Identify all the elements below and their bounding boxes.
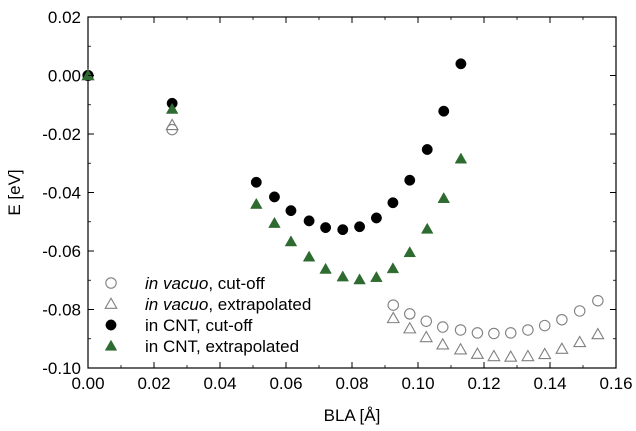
data-point-open-circle bbox=[471, 327, 484, 339]
series-open-circle bbox=[82, 69, 604, 340]
x-tick-label: 0.08 bbox=[335, 374, 368, 393]
legend-marker bbox=[104, 339, 118, 351]
data-point-filled-circle bbox=[250, 176, 262, 188]
x-axis-label: BLA [Å] bbox=[324, 406, 381, 425]
data-point-open-circle bbox=[436, 321, 449, 333]
legend-item: in CNT, extrapolated bbox=[104, 337, 299, 356]
data-point-open-triangle bbox=[436, 337, 450, 350]
x-tick-label: 0.12 bbox=[467, 374, 500, 393]
data-point-filled-triangle bbox=[353, 273, 366, 285]
data-point-filled-circle bbox=[320, 222, 332, 234]
data-point-filled-triangle bbox=[284, 235, 298, 247]
data-point-open-triangle bbox=[470, 347, 485, 359]
y-tick-label: -0.04 bbox=[42, 184, 81, 203]
y-tick-label: -0.02 bbox=[42, 125, 81, 144]
legend-label-italic: in vacuo bbox=[145, 295, 208, 314]
axes: 0.00 0.02 0.04 0.06 0.08 0.10 0.12 0.14 0.16 0.02… bbox=[42, 8, 632, 393]
data-point-filled-triangle bbox=[386, 262, 400, 274]
x-tick-label: 0.06 bbox=[269, 374, 302, 393]
legend-item: in vacuo, cut-off bbox=[105, 274, 265, 293]
data-point-open-circle bbox=[403, 308, 416, 320]
data-point-filled-triangle bbox=[268, 216, 281, 228]
data-point-filled-circle bbox=[387, 197, 399, 209]
data-point-filled-triangle bbox=[302, 250, 316, 262]
data-point-filled-circle bbox=[354, 221, 366, 233]
data-point-open-triangle bbox=[453, 342, 468, 355]
data-point-filled-circle bbox=[421, 144, 433, 155]
legend-label-rest: , cut-off bbox=[208, 274, 265, 293]
legend-label: in vacuo, extrapolated bbox=[145, 295, 311, 314]
legend-marker bbox=[104, 297, 118, 309]
x-tick-label: 0.16 bbox=[599, 374, 632, 393]
series-filled-triangle bbox=[81, 69, 468, 285]
data-point-open-triangle bbox=[572, 335, 587, 348]
data-point-filled-triangle bbox=[403, 246, 416, 258]
data-point-open-circle bbox=[522, 324, 534, 336]
data-point-filled-circle bbox=[370, 212, 382, 224]
series-filled-circle bbox=[82, 58, 467, 236]
data-point-filled-circle bbox=[455, 58, 467, 70]
data-point-filled-triangle bbox=[336, 270, 349, 282]
data-point-open-triangle bbox=[165, 118, 179, 131]
data-point-filled-triangle bbox=[370, 271, 383, 282]
data-point-open-circle bbox=[556, 313, 568, 326]
data-point-filled-triangle bbox=[81, 69, 95, 81]
data-point-open-triangle bbox=[555, 342, 569, 354]
data-point-open-circle bbox=[592, 294, 604, 307]
data-point-open-circle bbox=[454, 324, 467, 336]
legend-item: in CNT, cut-off bbox=[105, 316, 253, 335]
x-tick-label: 0.10 bbox=[401, 374, 434, 393]
data-point-open-circle bbox=[573, 305, 586, 317]
data-point-filled-triangle bbox=[250, 197, 263, 209]
data-point-open-triangle bbox=[487, 349, 501, 362]
data-point-filled-triangle bbox=[319, 262, 332, 274]
data-point-open-triangle bbox=[419, 330, 433, 343]
legend-label: in CNT, cut-off bbox=[145, 316, 253, 335]
data-point-open-circle bbox=[387, 299, 399, 311]
data-point-open-triangle bbox=[591, 327, 605, 340]
data-point-open-triangle bbox=[386, 311, 400, 324]
y-tick-label: -0.10 bbox=[42, 359, 81, 378]
data-point-open-triangle bbox=[403, 321, 417, 334]
y-axis-label: E [eV] bbox=[5, 169, 24, 215]
legend-label: in vacuo, cut-off bbox=[145, 274, 265, 293]
data-point-open-triangle bbox=[537, 347, 552, 360]
y-tick-label: 0.02 bbox=[48, 8, 81, 27]
x-tick-label: 0.04 bbox=[203, 374, 236, 393]
data-point-filled-triangle bbox=[454, 152, 468, 164]
legend-marker bbox=[105, 277, 117, 289]
legend-label-rest: in CNT, cut-off bbox=[145, 316, 253, 335]
data-point-filled-triangle bbox=[165, 102, 179, 114]
data-point-filled-circle bbox=[438, 105, 450, 117]
data-point-open-triangle bbox=[503, 349, 518, 362]
data-point-filled-triangle bbox=[437, 192, 450, 203]
legend-label-rest: in CNT, extrapolated bbox=[145, 337, 299, 356]
data-point-open-circle bbox=[488, 327, 500, 340]
legend-item: in vacuo, extrapolated bbox=[104, 295, 311, 314]
y-tick-label: -0.06 bbox=[42, 242, 81, 261]
x-tick-label: 0.14 bbox=[533, 374, 566, 393]
data-point-open-circle bbox=[538, 319, 551, 332]
y-tick-label: -0.08 bbox=[42, 301, 81, 320]
data-point-open-circle bbox=[504, 327, 517, 339]
legend-marker bbox=[105, 319, 117, 331]
legend-label-italic: in vacuo bbox=[145, 274, 208, 293]
x-tick-label: 0.00 bbox=[71, 374, 104, 393]
data-points bbox=[81, 58, 605, 362]
data-point-open-circle bbox=[420, 315, 432, 327]
legend-label-rest: , extrapolated bbox=[208, 295, 311, 314]
data-point-filled-circle bbox=[303, 215, 315, 227]
data-point-filled-circle bbox=[269, 191, 280, 203]
legend-label: in CNT, extrapolated bbox=[145, 337, 299, 356]
y-tick-label: 0.00 bbox=[48, 67, 81, 86]
data-point-open-triangle bbox=[521, 349, 535, 362]
data-point-filled-triangle bbox=[421, 222, 434, 234]
data-point-filled-circle bbox=[337, 224, 349, 236]
x-tick-label: 0.02 bbox=[137, 374, 170, 393]
data-point-filled-circle bbox=[285, 205, 297, 217]
data-point-filled-circle bbox=[404, 174, 416, 186]
